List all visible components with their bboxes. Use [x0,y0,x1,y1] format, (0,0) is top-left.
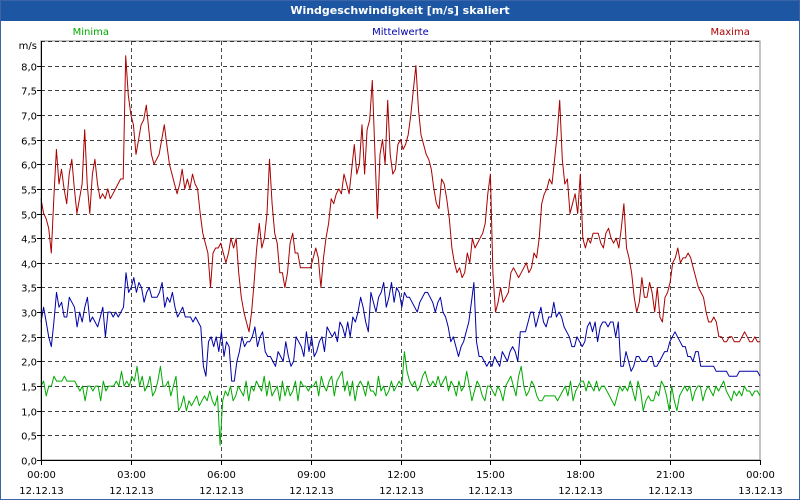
y-tick-label: 1,5 [21,383,37,394]
series-line-avg [40,272,761,382]
legend-min: Minima [73,27,109,38]
x-tick-time-label: 09:00 [297,470,326,481]
x-tick-date-label: 12.12.13 [468,486,513,497]
x-tick-date-label: 12.12.13 [199,486,244,497]
legend-max: Maxima [711,27,750,38]
chart-title: Windgeschwindigkeit [m/s] skaliert [1,1,799,21]
y-tick-label: 0,5 [21,432,37,443]
grid [40,40,761,461]
y-tick-label: 3,5 [21,284,37,295]
x-tick-time-label: 00:00 [746,470,775,481]
x-tick-time-label: 15:00 [476,470,505,481]
x-tick-time-label: 21:00 [656,470,685,481]
x-tick-time-label: 00:00 [27,470,56,481]
series-lines [40,55,761,446]
axes: 0,0 0,5 1,0 1,5 2,0 2,5 3,0 3,5 4,0 4,5 5,0 5,5 6,0 6… [19,41,783,497]
x-tick-date-label: 13.12.13 [738,486,783,497]
y-axis-label: m/s [19,41,37,52]
y-tick-label: 4,5 [21,235,37,246]
x-tick-time-label: 06:00 [207,470,236,481]
y-tick-label: 6,5 [21,137,37,148]
series-line-min [40,351,761,446]
x-tick-date-label: 12.12.13 [648,486,693,497]
legend: Minima Mittelwerte Maxima [73,27,750,38]
x-tick-time-label: 18:00 [566,470,595,481]
y-tick-label: 6,0 [21,161,37,172]
y-tick-label: 7,5 [21,87,37,98]
x-tick-date-label: 12.12.13 [109,486,154,497]
x-tick-time-label: 12:00 [387,470,416,481]
y-tick-label: 8,0 [21,63,37,74]
y-tick-label: 2,5 [21,334,37,345]
legend-avg: Mittelwerte [372,27,429,38]
y-tick-label: 7,0 [21,112,37,123]
series-line-max [40,55,760,343]
x-tick-time-label: 03:00 [117,470,146,481]
plot-area-border [40,40,761,461]
y-tick-label: 2,0 [21,358,37,369]
y-tick-label: 5,5 [21,186,37,197]
y-tick-label: 4,0 [21,260,37,271]
x-tick-date-label: 12.12.13 [558,486,603,497]
y-tick-label: 3,0 [21,309,37,320]
y-tick-label: 1,0 [21,408,37,419]
x-tick-date-label: 12.12.13 [289,486,334,497]
x-tick-date-label: 12.12.13 [379,486,424,497]
x-tick-date-label: 12.12.13 [19,486,64,497]
y-tick-label: 0,0 [21,457,37,468]
y-tick-label: 5,0 [21,211,37,222]
